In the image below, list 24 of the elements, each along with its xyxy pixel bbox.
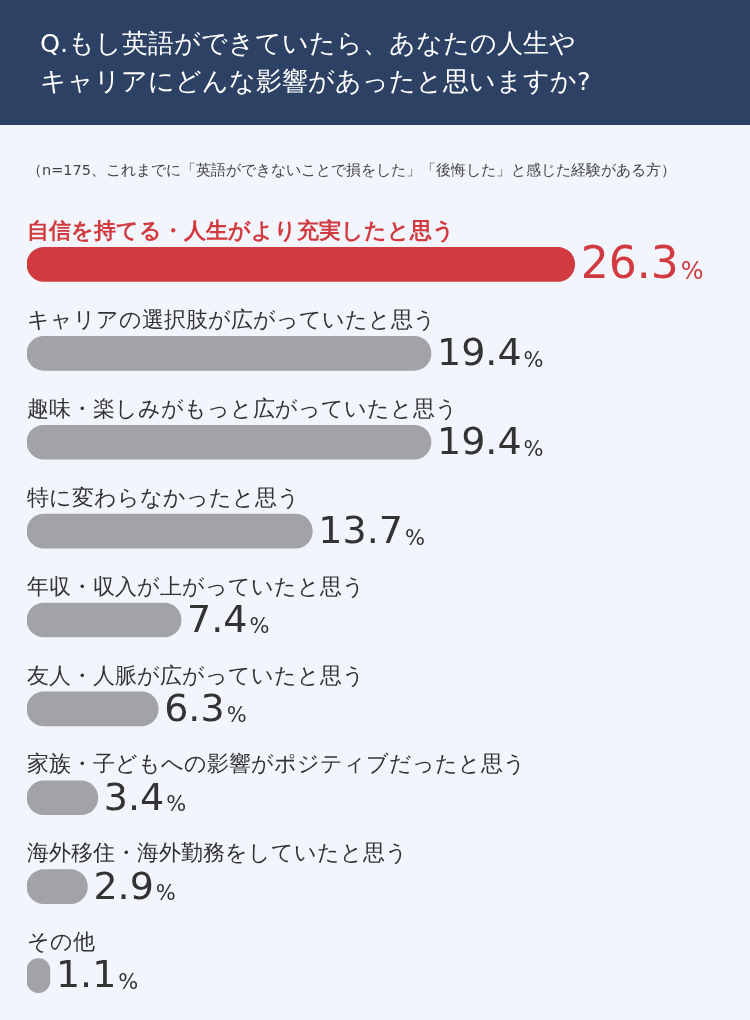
y-tick-label: 自信を持てる・人生がより充実したと思う bbox=[27, 218, 455, 244]
data-label: 2.9% bbox=[93, 863, 176, 908]
bar bbox=[27, 691, 159, 727]
data-label: 26.3% bbox=[580, 236, 704, 288]
y-tick-label: 海外移住・海外勤務をしていたと思う bbox=[27, 840, 408, 866]
y-tick-label: 特に変わらなかったと思う bbox=[27, 484, 300, 510]
y-tick-label: 趣味・楽しみがもっと広がっていたと思う bbox=[27, 395, 458, 421]
data-label: 3.4% bbox=[103, 774, 187, 819]
y-tick-label: 友人・人脈が広がっていたと思う bbox=[27, 662, 365, 688]
data-label: 19.4% bbox=[437, 419, 544, 464]
y-tick-label: 家族・子どもへの影響がポジティブだったと思う bbox=[27, 751, 526, 777]
chart-subtitle: （n=175、これまでに「英語ができないことで損をした」「後悔した」と感じた経験がある方） bbox=[26, 161, 677, 180]
chart-title: Q.もし英語ができていたら、あなたの人生やキャリアにどんな影響があったと思いますか? bbox=[40, 27, 592, 98]
y-tick-label: キャリアの選択肢が広がっていたと思う bbox=[27, 307, 436, 333]
data-label: 19.4% bbox=[437, 330, 544, 375]
y-tick-label: その他 bbox=[27, 929, 95, 955]
bar bbox=[27, 513, 313, 549]
data-label: 13.7% bbox=[318, 507, 425, 552]
bar bbox=[27, 336, 432, 371]
bar bbox=[27, 247, 576, 282]
y-tick-label: 年収・収入が上がっていたと思う bbox=[27, 573, 365, 599]
bar bbox=[27, 424, 432, 460]
data-label: 1.1% bbox=[55, 952, 139, 997]
bar bbox=[27, 602, 182, 638]
